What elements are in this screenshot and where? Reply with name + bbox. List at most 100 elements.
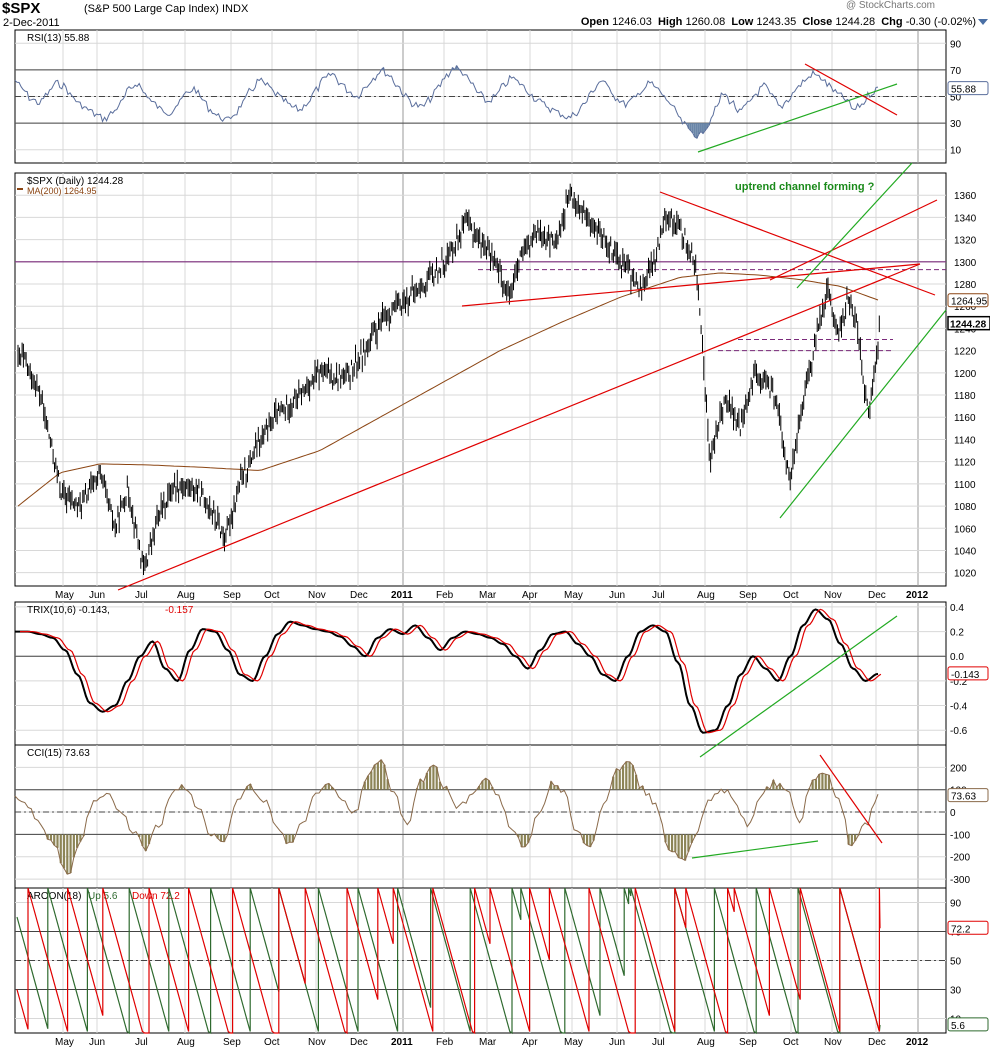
aroon-down-legend: Down 72.2 [132, 891, 180, 902]
y-tick-label: 1260 [954, 302, 977, 313]
rsi-line [14, 64, 879, 139]
x-tick-label: 2011 [391, 1037, 413, 1048]
x-tick-label: Aug [697, 590, 715, 601]
chg-value: -0.30 (-0.02%) [905, 16, 976, 28]
y-tick-label: 90 [950, 899, 962, 910]
x-tick-label: Oct [783, 1037, 799, 1048]
y-tick-label: 0 [950, 808, 956, 819]
y-tick-label: -0.4 [950, 702, 968, 713]
high-value: 1260.08 [685, 16, 726, 28]
x-tick-label: Nov [824, 590, 842, 601]
trix-line [15, 608, 879, 734]
low-value: 1243.35 [756, 16, 797, 28]
y-tick-label: 1300 [954, 258, 977, 269]
y-tick-label: -0.6 [950, 726, 968, 737]
x-tick-label: Aug [177, 1037, 195, 1048]
y-tick-label: 1080 [954, 502, 977, 513]
y-tick-label: 1280 [954, 280, 977, 291]
x-tick-label: 2012 [906, 590, 929, 601]
low-label: Low [731, 16, 754, 28]
x-tick-label: Jul [652, 1037, 665, 1048]
red-neckline [461, 263, 921, 307]
x-tick-label: Jun [89, 1037, 105, 1048]
y-tick-label: 1360 [954, 191, 977, 202]
x-tick-label: Jun [609, 590, 625, 601]
y-tick-label: 50 [950, 93, 962, 104]
red-long-uptrend [117, 263, 921, 591]
x-tick-label: Nov [308, 1037, 326, 1048]
trix-signal-line [20, 608, 882, 734]
open-value: 1246.03 [612, 16, 652, 28]
close-label: Close [802, 16, 833, 28]
aroon-down-line [16, 887, 881, 1035]
y-tick-label: 1180 [954, 391, 976, 402]
dropdown-arrow-icon[interactable] [978, 19, 988, 25]
ma-value-tag-box [947, 293, 989, 308]
rsi-value-tag-box [947, 81, 989, 96]
y-tick-label: 1320 [954, 236, 977, 247]
aroon-down-value-tag-box [947, 920, 989, 935]
ma-legend: MA(200) 1264.95 [27, 186, 97, 196]
cci-line [14, 759, 879, 875]
x-tick-label: Nov [308, 590, 326, 601]
ma-swatch [17, 188, 23, 190]
price-value-tag-box [947, 315, 990, 331]
trix-signal-legend: -0.157 [165, 605, 194, 616]
y-tick-label: -0.2 [950, 677, 968, 688]
x-tick-label: Apr [522, 590, 538, 601]
aroon-up-value-tag-box [947, 1017, 989, 1032]
x-tick-label: May [55, 1037, 74, 1048]
y-tick-label: 0.4 [950, 603, 964, 614]
close-value: 1244.28 [835, 16, 876, 28]
x-tick-label: Jun [609, 1037, 625, 1048]
x-tick-label: Sep [223, 1037, 241, 1048]
symbol-title: $SPX [2, 0, 41, 17]
y-tick-label: 10 [950, 146, 962, 157]
x-tick-label: 2011 [391, 590, 413, 601]
aroon-down-value-tag: 72.2 [951, 924, 971, 935]
rsi-green-trendline [697, 83, 898, 153]
cci-legend: CCI(15) 73.63 [27, 748, 90, 759]
y-tick-label: 90 [950, 39, 962, 50]
x-tick-label: Dec [868, 590, 886, 601]
y-tick-label: 70 [950, 66, 962, 77]
high-label: High [657, 16, 683, 28]
y-tick-label: 1220 [954, 347, 977, 358]
x-tick-label: 2012 [906, 1037, 929, 1048]
cci-green-trendline [691, 840, 819, 859]
y-tick-label: 1120 [954, 458, 976, 469]
x-tick-label: Aug [177, 590, 195, 601]
y-tick-label: 0.2 [950, 628, 964, 639]
x-tick-label: Jun [89, 590, 105, 601]
x-tick-label: Oct [264, 1037, 280, 1048]
y-tick-label: 30 [950, 986, 962, 997]
green-channel-top [796, 162, 913, 289]
x-tick-label: Sep [739, 1037, 757, 1048]
price-value-tag: 1244.28 [950, 320, 987, 331]
price-legend: $SPX (Daily) 1244.28 [27, 176, 124, 187]
x-tick-label: Aug [697, 1037, 715, 1048]
y-tick-label: 1100 [954, 480, 976, 491]
trix-value-tag: -0.143 [951, 670, 980, 681]
open-label: Open [580, 16, 609, 28]
rsi-red-trendline [804, 63, 898, 116]
y-tick-label: 1340 [954, 213, 977, 224]
x-tick-label: Jul [135, 590, 148, 601]
y-tick-label: 50 [950, 957, 962, 968]
aroon-up-line [16, 887, 881, 1035]
x-tick-label: Mar [479, 1037, 497, 1048]
trix-value-tag-box [947, 666, 989, 681]
x-tick-label: Oct [783, 590, 799, 601]
watermark: @ StockCharts.com [845, 0, 935, 11]
x-tick-label: Nov [824, 1037, 842, 1048]
red-channel-top [769, 199, 938, 281]
chart-date: 2-Dec-2011 [3, 17, 60, 29]
ohlc-readout: Open 1246.03 High 1260.08 Low 1243.35 Cl… [581, 16, 976, 28]
x-tick-label: Sep [739, 590, 757, 601]
cci-red-trendline [819, 754, 883, 844]
x-tick-label: Jul [135, 1037, 148, 1048]
cci-value-tag: 73.63 [951, 792, 976, 803]
trix-green-trendline [699, 615, 898, 758]
